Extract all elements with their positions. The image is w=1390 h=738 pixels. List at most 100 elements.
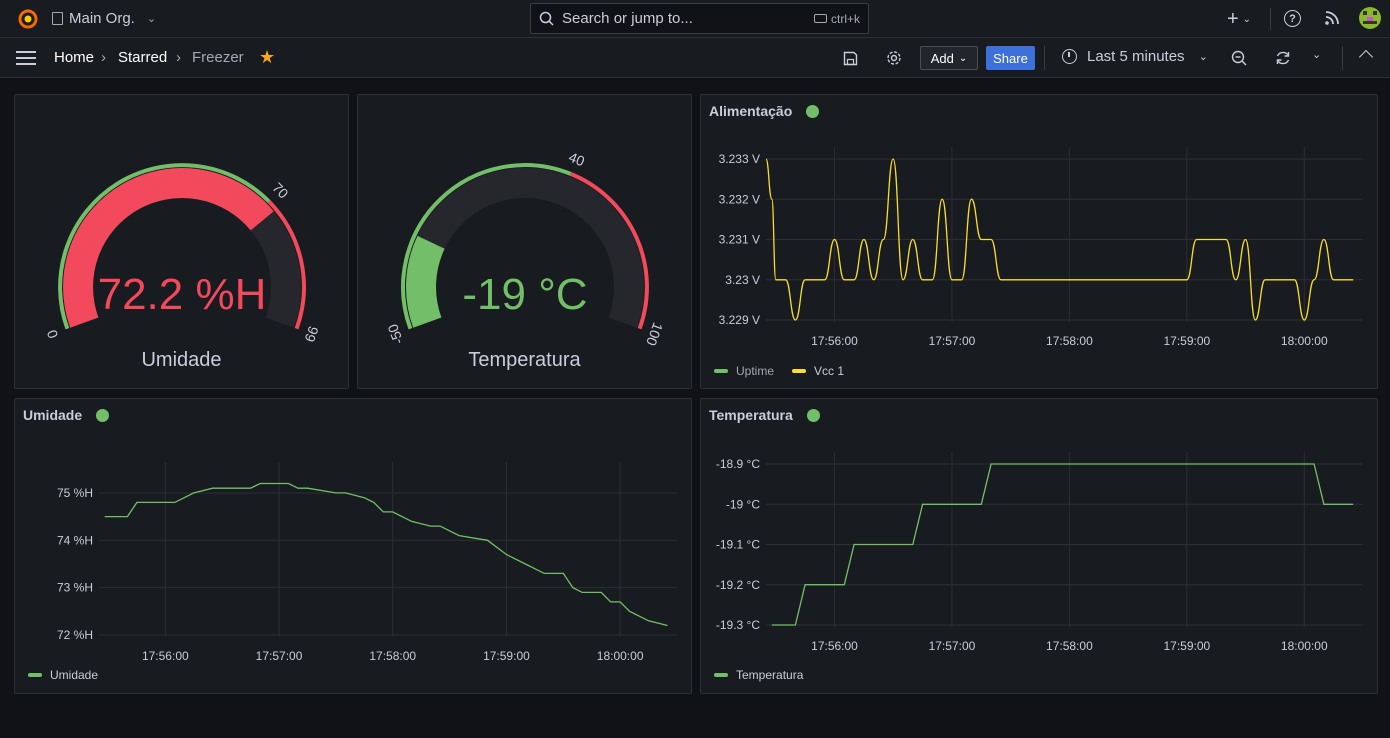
umidade-gauge-panel: 0 70 99 72.2 %H Umidade: [14, 94, 349, 389]
grafana-logo-icon[interactable]: [16, 7, 40, 31]
y-tick-label: 73 %H: [57, 581, 93, 595]
divider: [1342, 46, 1343, 70]
legend-swatch: [792, 369, 807, 373]
chevron-up-icon[interactable]: [1358, 49, 1374, 65]
building-icon: [52, 12, 63, 25]
chevron-down-icon: ⌄: [958, 52, 968, 64]
gauge-tick-label: 40: [566, 149, 587, 170]
x-tick-label: 18:00:00: [597, 649, 644, 663]
y-tick-label: 3.229 V: [719, 313, 760, 327]
org-name: Main Org.: [69, 10, 135, 27]
search-input[interactable]: Search or jump to... ctrl+k: [530, 3, 869, 34]
legend-swatch: [714, 673, 728, 677]
star-icon[interactable]: ★: [259, 47, 276, 67]
status-dot: [806, 104, 820, 118]
y-tick-label: 74 %H: [57, 533, 93, 547]
dashboard-nav-bar: Home › Starred › Freezer ★ Add ⌄ Share L…: [0, 38, 1390, 78]
series-line-umidade: [104, 482, 668, 627]
chart-legend: Uptime Vcc 1: [714, 364, 844, 378]
help-icon[interactable]: ?: [1284, 10, 1301, 27]
clock-icon: [1062, 49, 1077, 64]
panel-title[interactable]: Alimentação: [709, 103, 820, 119]
menu-icon[interactable]: [16, 51, 36, 65]
divider: [1044, 46, 1045, 70]
series-line-temperatura: [771, 463, 1354, 626]
x-tick-label: 18:00:00: [1281, 639, 1328, 653]
legend-item-temperatura[interactable]: Temperatura: [714, 668, 803, 682]
y-tick-label: 3.233 V: [719, 152, 760, 166]
y-tick-label: -19.1 °C: [716, 538, 760, 552]
chevron-right-icon: ›: [101, 49, 106, 66]
gauge-tick-label: 100: [643, 320, 666, 348]
chevron-down-icon: ⌄: [1198, 51, 1208, 63]
x-tick-label: 17:56:00: [811, 334, 858, 348]
time-range-label: Last 5 minutes: [1087, 48, 1185, 65]
x-tick-label: 17:58:00: [369, 649, 416, 663]
temperatura-gauge: -50 40 100 -19 °C: [384, 149, 666, 348]
new-menu-button[interactable]: + ⌄: [1222, 8, 1256, 30]
status-dot: [96, 408, 110, 422]
zoom-out-icon[interactable]: [1230, 49, 1248, 67]
umidade-gauge-threshold-arc-alert: [267, 200, 306, 330]
chart-legend: Umidade: [28, 668, 98, 682]
umidade-gauge-title: Umidade: [141, 349, 222, 371]
temperatura-gauge-threshold-arc-alert: [569, 172, 649, 330]
save-icon[interactable]: [841, 49, 859, 67]
umidade-gauge-value: 72.2 %H: [98, 270, 267, 319]
umidade-timeseries-panel: Umidade 75 %H 74 %H 73 %H 72 %H 17:56:00 17:5…: [14, 398, 692, 694]
umidade-gauge: 0 70 99 72.2 %H: [43, 163, 322, 344]
share-button[interactable]: Share: [986, 46, 1035, 70]
x-tick-label: 17:56:00: [811, 639, 858, 653]
y-tick-label: 3.231 V: [719, 233, 760, 247]
temperatura-gauge-title: Temperatura: [468, 349, 581, 371]
legend-item-uptime[interactable]: Uptime: [714, 364, 774, 378]
chevron-down-icon: ⌄: [146, 13, 157, 25]
org-switcher[interactable]: Main Org. ⌄: [52, 10, 156, 27]
temperatura-gauge-value-arc: [406, 235, 445, 328]
gauge-tick-label: 99: [301, 324, 321, 344]
y-tick-label: 3.23 V: [725, 273, 760, 287]
x-tick-label: 18:00:00: [1281, 334, 1328, 348]
x-tick-label: 17:58:00: [1046, 334, 1093, 348]
gauge-tick-label: 70: [269, 179, 291, 201]
x-tick-label: 17:57:00: [256, 649, 303, 663]
avatar[interactable]: [1359, 7, 1381, 29]
x-tick-label: 17:58:00: [1046, 639, 1093, 653]
legend-item-vcc1[interactable]: Vcc 1: [792, 364, 844, 378]
add-button[interactable]: Add ⌄: [920, 46, 978, 70]
rss-icon[interactable]: [1323, 9, 1341, 27]
search-shortcut: ctrl+k: [813, 12, 860, 26]
y-tick-label: -19.2 °C: [716, 578, 760, 592]
y-tick-label: -18.9 °C: [716, 457, 760, 471]
divider: [1270, 8, 1271, 30]
umidade-gauge-threshold-arc-ok: [58, 163, 271, 330]
y-tick-label: 75 %H: [57, 486, 93, 500]
x-tick-label: 17:57:00: [929, 334, 976, 348]
chevron-right-icon: ›: [176, 49, 181, 66]
chevron-down-icon: ⌄: [1242, 13, 1252, 25]
chart-legend: Temperatura: [714, 668, 803, 682]
temperatura-gauge-value: -19 °C: [462, 270, 587, 319]
temperatura-gauge-panel: -50 40 100 -19 °C Temperatura: [357, 94, 692, 389]
umidade-gauge-value-arc: [63, 168, 274, 328]
series-line-vcc-1: [765, 158, 1354, 321]
breadcrumb-starred[interactable]: Starred: [118, 49, 168, 66]
breadcrumb-home[interactable]: Home: [54, 49, 95, 66]
settings-gear-icon[interactable]: [885, 49, 903, 67]
legend-swatch: [714, 369, 728, 373]
legend-swatch: [28, 673, 42, 677]
temperatura-chart: -18.9 °C -19 °C -19.1 °C -19.2 °C -19.3 °C 17…: [716, 452, 1363, 653]
panel-title[interactable]: Temperatura: [709, 407, 820, 423]
status-dot: [806, 408, 820, 422]
chevron-down-icon[interactable]: ⌄: [1312, 49, 1322, 61]
time-range-picker[interactable]: Last 5 minutes ⌄: [1062, 48, 1208, 65]
legend-item-umidade[interactable]: Umidade: [28, 668, 98, 682]
keyboard-icon: [813, 14, 827, 23]
gauge-tick-label: -50: [384, 322, 406, 347]
y-tick-label: 72 %H: [57, 628, 93, 642]
panel-title[interactable]: Umidade: [23, 407, 110, 423]
x-tick-label: 17:59:00: [1163, 639, 1210, 653]
top-bar: Main Org. ⌄ Search or jump to... ctrl+k …: [0, 0, 1390, 38]
refresh-icon[interactable]: [1274, 49, 1292, 67]
